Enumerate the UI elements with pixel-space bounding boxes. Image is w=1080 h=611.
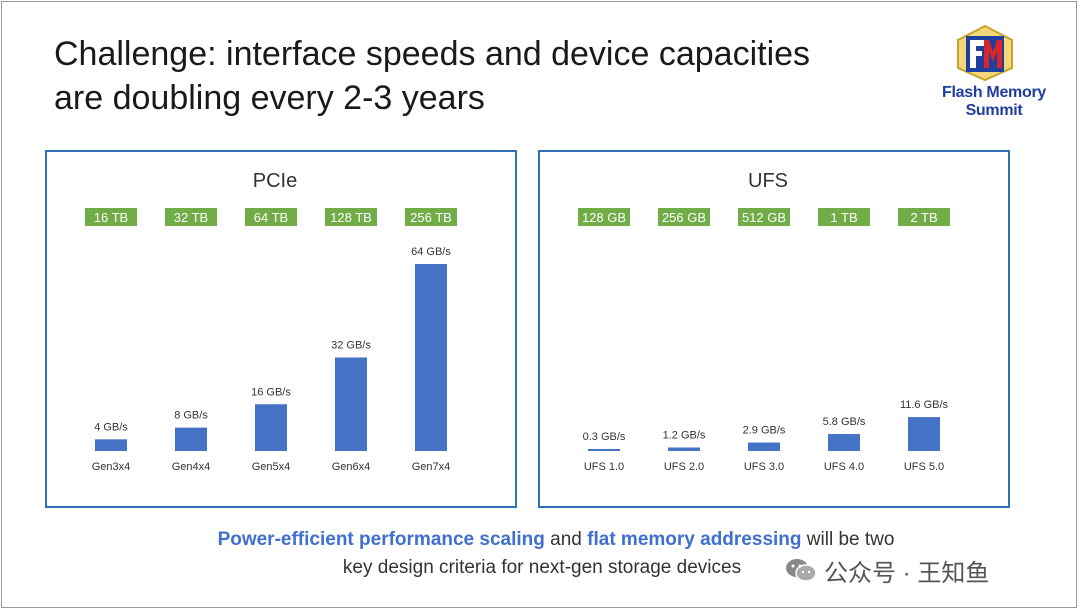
ufs-value-label: 1.2 GB/s xyxy=(663,429,706,441)
title-line-2: are doubling every 2-3 years xyxy=(54,79,485,117)
slide-title: Challenge: interface speeds and device c… xyxy=(54,32,914,120)
pcie-capacity-label: 128 TB xyxy=(330,210,372,225)
pcie-category-label: Gen4x4 xyxy=(172,461,211,473)
ufs-category-label: UFS 1.0 xyxy=(584,461,624,473)
ufs-value-label: 11.6 GB/s xyxy=(900,399,949,411)
flash-memory-summit-logo: Flash Memory Summit xyxy=(914,22,1074,119)
ufs-bar xyxy=(828,434,860,451)
pcie-capacity-label: 16 TB xyxy=(94,210,128,225)
ufs-capacity-label: 1 TB xyxy=(830,210,857,225)
pcie-value-label: 8 GB/s xyxy=(174,410,208,422)
title-line-1: Challenge: interface speeds and device c… xyxy=(54,35,811,73)
ufs-capacity-label: 512 GB xyxy=(742,210,786,225)
ufs-bar xyxy=(748,442,780,451)
ufs-value-label: 2.9 GB/s xyxy=(743,425,786,437)
pcie-bar xyxy=(95,439,127,451)
logo-text: Flash Memory Summit xyxy=(942,84,1046,119)
pcie-capacity-badge xyxy=(85,208,137,226)
fms-emblem-icon xyxy=(957,24,1013,82)
footer-line-2: key design criteria for next-gen storage… xyxy=(342,557,742,578)
ufs-bar xyxy=(908,417,940,451)
pcie-category-label: Gen7x4 xyxy=(412,461,451,473)
pcie-capacity-badge xyxy=(165,208,217,226)
footer-highlight-2: flat memory addressing xyxy=(587,529,802,550)
watermark-text: 公众号 · 王知鱼 xyxy=(824,559,990,587)
pcie-category-label: Gen3x4 xyxy=(92,461,131,473)
pcie-chart-panel: PCIe 16 TB 4 GB/s Gen3x4 32 TB 8 GB/s Gen4x4 64… xyxy=(45,150,517,508)
ufs-capacity-badge xyxy=(818,208,870,226)
footer-highlight-1: Power-efficient performance scaling xyxy=(217,529,545,550)
pcie-bar xyxy=(335,357,367,451)
pcie-capacity-badge xyxy=(325,208,377,226)
ufs-capacity-badge xyxy=(658,208,710,226)
ufs-capacity-label: 256 GB xyxy=(662,210,706,225)
pcie-value-label: 32 GB/s xyxy=(331,340,371,352)
ufs-category-label: UFS 3.0 xyxy=(744,461,784,473)
ufs-chart-title: UFS xyxy=(748,170,788,192)
footer-line-1: Power-efficient performance scaling and … xyxy=(152,529,960,551)
ufs-category-label: UFS 2.0 xyxy=(664,461,704,473)
pcie-chart-title: PCIe xyxy=(253,170,297,192)
pcie-capacity-label: 32 TB xyxy=(174,210,208,225)
ufs-bar xyxy=(668,447,700,451)
ufs-chart-panel: UFS 128 GB 0.3 GB/s UFS 1.0 256 GB 1.2 GB/s UF… xyxy=(538,150,1010,508)
ufs-category-label: UFS 4.0 xyxy=(824,461,864,473)
ufs-value-label: 5.8 GB/s xyxy=(823,416,866,428)
pcie-chart: PCIe 16 TB 4 GB/s Gen3x4 32 TB 8 GB/s Gen4x4 64… xyxy=(85,170,457,473)
pcie-capacity-badge xyxy=(405,208,457,226)
pcie-category-label: Gen5x4 xyxy=(252,461,291,473)
footer-text-2: will be two xyxy=(801,529,895,550)
pcie-value-label: 16 GB/s xyxy=(251,386,291,398)
ufs-capacity-badge xyxy=(738,208,790,226)
ufs-value-label: 0.3 GB/s xyxy=(583,431,626,443)
pcie-capacity-badge xyxy=(245,208,297,226)
pcie-bar xyxy=(415,264,447,451)
pcie-category-label: Gen6x4 xyxy=(332,461,371,473)
pcie-value-label: 64 GB/s xyxy=(411,246,451,258)
pcie-value-label: 4 GB/s xyxy=(94,421,128,433)
watermark: 公众号 · 王知鱼 xyxy=(784,554,990,587)
ufs-capacity-badge xyxy=(898,208,950,226)
pcie-capacity-label: 256 TB xyxy=(410,210,452,225)
ufs-chart: UFS 128 GB 0.3 GB/s UFS 1.0 256 GB 1.2 GB/s UF… xyxy=(578,170,950,473)
ufs-category-label: UFS 5.0 xyxy=(904,461,944,473)
ufs-bar xyxy=(588,449,620,451)
ufs-capacity-label: 2 TB xyxy=(910,210,937,225)
pcie-bar xyxy=(175,427,207,451)
pcie-bar xyxy=(255,404,287,451)
footer-text-1: and xyxy=(544,529,588,550)
ufs-capacity-label: 128 GB xyxy=(582,210,626,225)
pcie-capacity-label: 64 TB xyxy=(254,210,288,225)
wechat-icon xyxy=(786,559,817,582)
ufs-capacity-badge xyxy=(578,208,630,226)
